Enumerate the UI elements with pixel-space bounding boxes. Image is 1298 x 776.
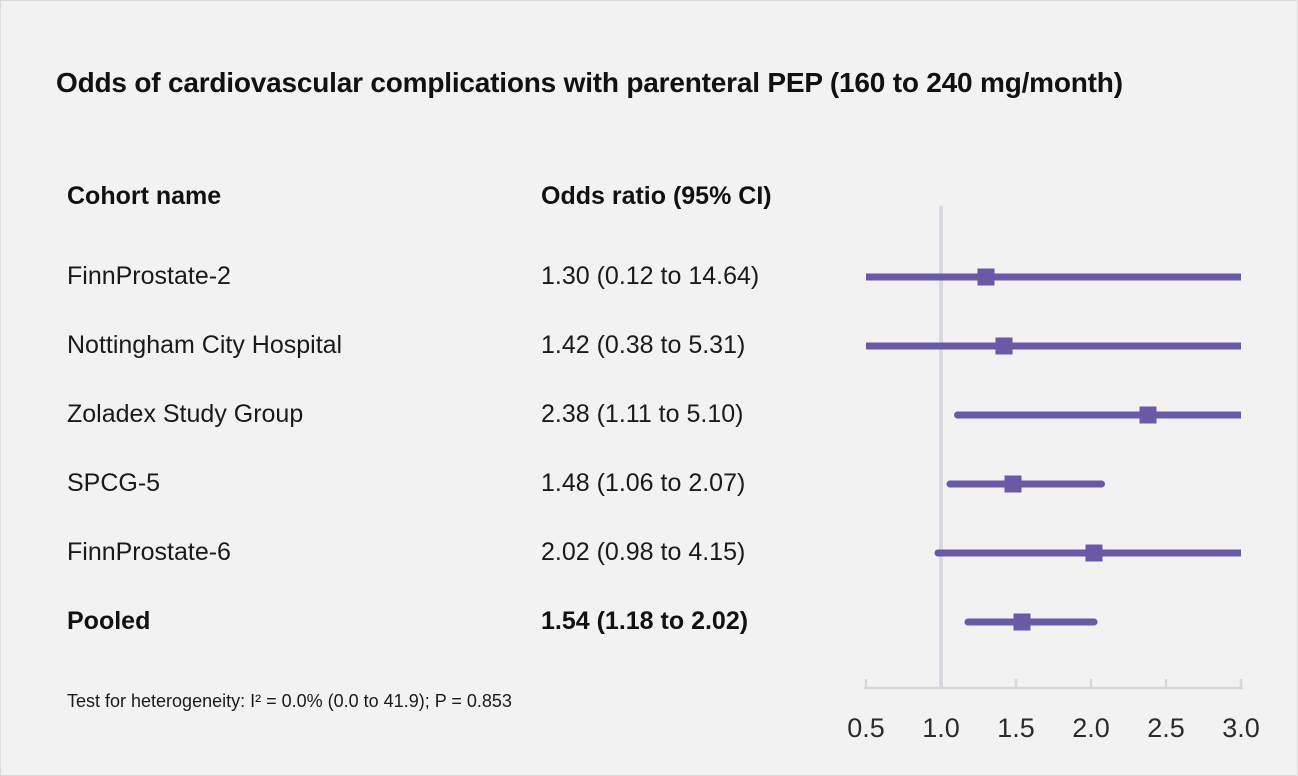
cohort-name: FinnProstate-6 xyxy=(67,538,231,566)
ci-endcap xyxy=(934,549,942,557)
estimate-marker xyxy=(977,268,995,286)
odds-ratio-value: 1.30 (0.12 to 14.64) xyxy=(541,262,760,290)
table-row: FinnProstate-2 1.30 (0.12 to 14.64) xyxy=(67,242,857,311)
cohort-name: Zoladex Study Group xyxy=(67,400,304,428)
odds-ratio-value: 1.42 (0.38 to 5.31) xyxy=(541,331,746,359)
ci-endcap xyxy=(964,618,972,626)
table-row-pooled: Pooled 1.54 (1.18 to 2.02) xyxy=(67,587,857,656)
x-axis-tick-label: 3.0 xyxy=(1222,713,1260,743)
x-axis-tick-label: 0.5 xyxy=(847,713,885,743)
ci-endcap xyxy=(946,480,954,488)
table-row: FinnProstate-6 2.02 (0.98 to 4.15) xyxy=(67,518,857,587)
cohort-name-header: Cohort name xyxy=(67,181,222,210)
table-row: Zoladex Study Group 2.38 (1.11 to 5.10) xyxy=(67,380,857,449)
cohort-rows: FinnProstate-2 1.30 (0.12 to 14.64) Nott… xyxy=(67,242,857,656)
pooled-estimate-marker xyxy=(1013,613,1031,631)
chart-title: Odds of cardiovascular complications wit… xyxy=(56,67,1123,98)
odds-ratio-value: 2.02 (0.98 to 4.15) xyxy=(541,538,746,566)
cohort-name: SPCG-5 xyxy=(67,469,161,497)
odds-ratio-value: 1.54 (1.18 to 2.02) xyxy=(541,607,749,635)
table-row: SPCG-5 1.48 (1.06 to 2.07) xyxy=(67,449,857,518)
odds-ratio-header: Odds ratio (95% CI) xyxy=(541,181,772,210)
table-row: Nottingham City Hospital 1.42 (0.38 to 5… xyxy=(67,311,857,380)
ci-endcap xyxy=(1098,480,1105,488)
x-axis-tick-label: 1.0 xyxy=(922,713,960,743)
heterogeneity-note: Test for heterogeneity: I² = 0.0% (0.0 t… xyxy=(67,691,512,711)
column-headers: Cohort name Odds ratio (95% CI) xyxy=(67,182,857,210)
odds-ratio-value: 1.48 (1.06 to 2.07) xyxy=(541,469,746,497)
odds-ratio-value: 2.38 (1.11 to 5.10) xyxy=(541,400,744,428)
estimate-marker xyxy=(1085,544,1103,562)
cohort-name: FinnProstate-2 xyxy=(67,262,231,290)
estimate-marker xyxy=(995,337,1013,355)
estimate-marker xyxy=(1004,475,1022,493)
x-axis-tick-label: 2.5 xyxy=(1147,713,1185,743)
x-axis-tick-label: 1.5 xyxy=(997,713,1035,743)
ci-endcap xyxy=(954,411,961,419)
cohort-name: Pooled xyxy=(67,607,151,635)
x-axis-tick-label: 2.0 xyxy=(1072,713,1110,743)
estimate-marker xyxy=(1139,406,1157,424)
ci-endcap xyxy=(1090,618,1098,626)
cohort-name: Nottingham City Hospital xyxy=(67,331,343,359)
